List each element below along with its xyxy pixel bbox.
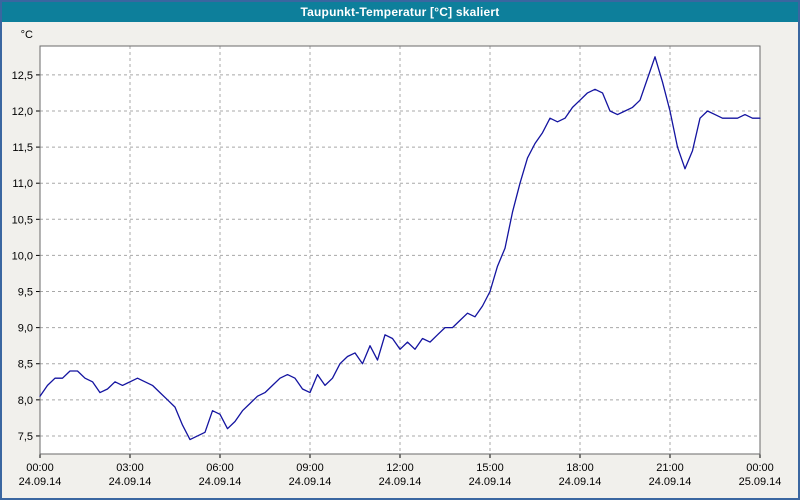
x-tick-time-label: 00:00 [26, 462, 54, 474]
y-tick-label: 10,0 [12, 250, 33, 262]
page-title: Taupunkt-Temperatur [°C] skaliert [300, 5, 500, 19]
x-tick-date-label: 24.09.14 [109, 476, 152, 488]
x-tick-time-label: 15:00 [476, 462, 504, 474]
y-tick-label: 10,5 [12, 214, 33, 226]
dewpoint-line [39, 56, 761, 441]
x-tick-time-label: 21:00 [656, 462, 684, 474]
y-tick-label: 8,5 [18, 359, 33, 371]
x-tick-date-label: 24.09.14 [19, 476, 62, 488]
y-tick-label: 7,5 [18, 431, 33, 443]
x-tick-date-label: 25.09.14 [739, 476, 782, 488]
x-tick-time-label: 00:00 [746, 462, 774, 474]
x-tick-date-label: 24.09.14 [469, 476, 512, 488]
y-axis-unit-label: °C [21, 29, 33, 41]
x-tick-time-label: 03:00 [116, 462, 144, 474]
plot-frame [39, 45, 761, 455]
y-tick-label: 8,0 [18, 395, 33, 407]
x-tick-time-label: 09:00 [296, 462, 324, 474]
y-tick-label: 12,5 [12, 70, 33, 82]
x-tick-time-label: 18:00 [566, 462, 594, 474]
x-tick-date-label: 24.09.14 [649, 476, 692, 488]
x-tick-date-label: 24.09.14 [199, 476, 242, 488]
y-tick-label: 12,0 [12, 106, 33, 118]
x-tick-date-label: 24.09.14 [559, 476, 602, 488]
x-tick-date-label: 24.09.14 [379, 476, 422, 488]
x-tick-time-label: 12:00 [386, 462, 414, 474]
y-tick-label: 9,0 [18, 323, 33, 335]
chart-area: 7,5 8,0 8,5 9,0 9,5 10,0 10,5 11,0 11,5 12,0 12,5 0… [2, 22, 798, 498]
x-tick-date-label: 24.09.14 [289, 476, 332, 488]
y-tick-label: 11,5 [12, 142, 33, 154]
dewpoint-chart: 7,5 8,0 8,5 9,0 9,5 10,0 10,5 11,0 11,5 12,0 12,5 0… [12, 29, 782, 488]
y-tick-label: 11,0 [12, 178, 33, 190]
title-bar: Taupunkt-Temperatur [°C] skaliert [2, 2, 798, 22]
x-tick-time-label: 06:00 [206, 462, 234, 474]
y-tick-label: 9,5 [18, 287, 33, 299]
